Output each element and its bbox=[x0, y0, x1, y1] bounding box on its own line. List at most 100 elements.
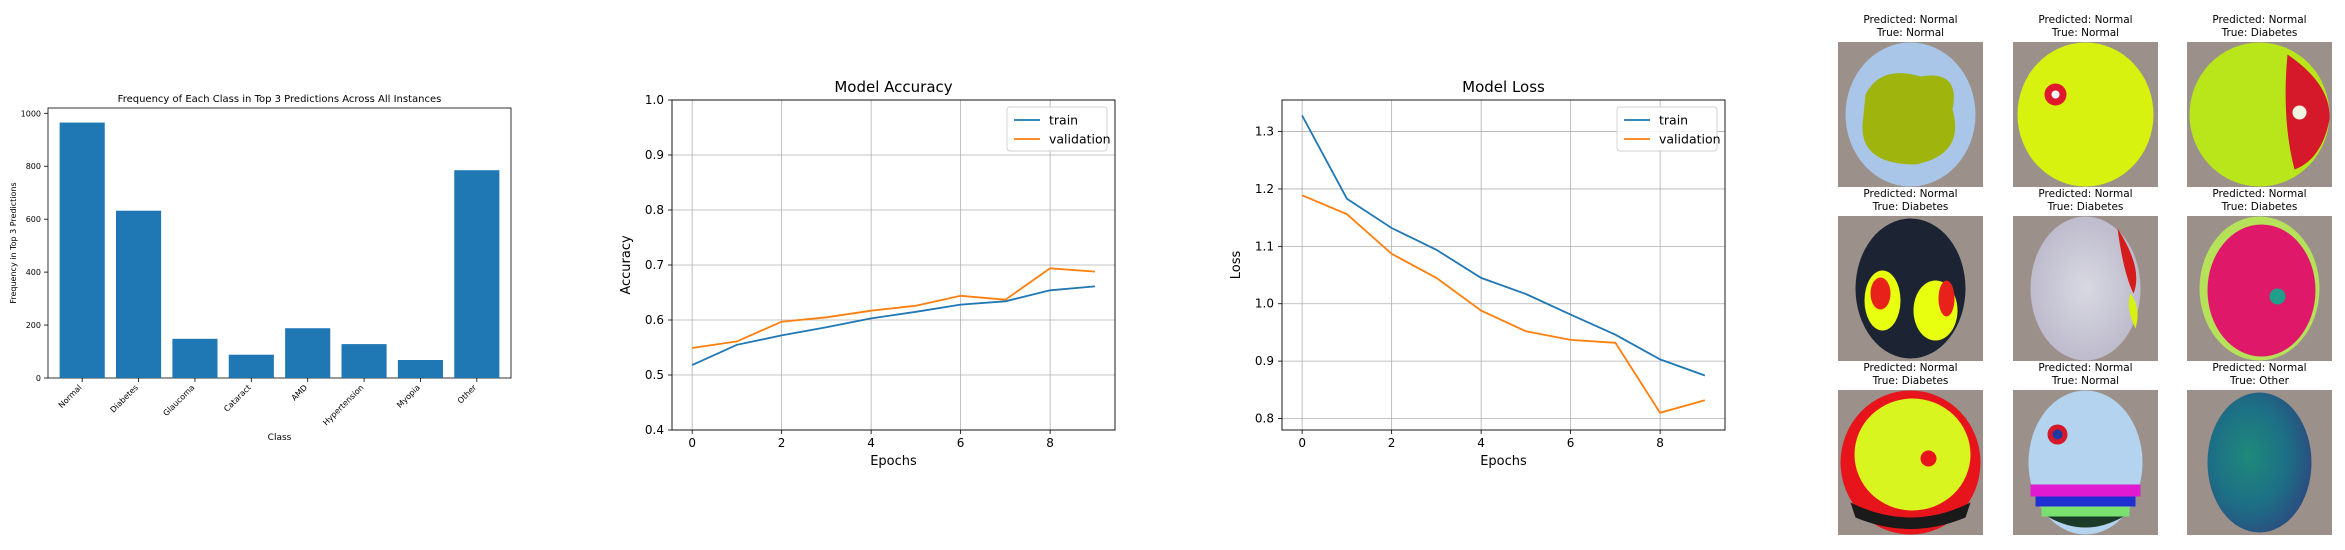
series-line-train bbox=[1301, 115, 1706, 377]
bar-chart-xlabel: Class bbox=[268, 433, 292, 443]
predicted-label: Predicted: Normal bbox=[1863, 188, 1957, 200]
fundus-image bbox=[1845, 42, 1976, 187]
legend-box bbox=[1006, 106, 1108, 152]
y-tick-label: 0.9 bbox=[645, 148, 664, 162]
y-tick-label: 200 bbox=[26, 321, 41, 330]
lesion-region bbox=[2128, 293, 2138, 329]
true-label: True: Normal bbox=[2051, 27, 2119, 39]
fundus-disc bbox=[2030, 216, 2141, 361]
plot-frame bbox=[1281, 99, 1726, 431]
bar-chart-ylabel: Frequency in Top 3 Predictions bbox=[9, 182, 18, 303]
x-tick-label: 2 bbox=[778, 436, 786, 450]
x-tick-label: 6 bbox=[957, 436, 965, 450]
fundus-image bbox=[2189, 42, 2330, 187]
predicted-label: Predicted: Normal bbox=[2038, 14, 2132, 26]
fundus-image bbox=[2017, 42, 2154, 187]
y-tick-label: 0.7 bbox=[645, 258, 664, 272]
fundus-inner bbox=[1854, 398, 1971, 511]
accuracy-chart-title: Model Accuracy bbox=[834, 78, 952, 96]
bar-chart-title: Frequency of Each Class in Top 3 Predict… bbox=[118, 94, 442, 105]
x-tick-label: Glaucoma bbox=[161, 383, 196, 418]
y-tick-label: 400 bbox=[26, 268, 41, 277]
legend: train validation bbox=[1006, 106, 1111, 152]
x-tick-label: Normal bbox=[57, 383, 84, 410]
true-label: True: Diabetes bbox=[2047, 201, 2124, 213]
x-tick-label: 6 bbox=[1567, 436, 1575, 450]
model-accuracy-chart: Model Accuracy 0 2 4 6 8 0.4 0.5 0.6 0.7 0.8 0.9 1.… bbox=[619, 78, 1116, 469]
band bbox=[2030, 484, 2141, 497]
legend-label: validation bbox=[1049, 132, 1111, 147]
y-tick-label: 0.8 bbox=[645, 203, 664, 217]
bar bbox=[59, 122, 105, 378]
legend-label: validation bbox=[1659, 132, 1721, 147]
fundus-image bbox=[2028, 390, 2143, 535]
predicted-label: Predicted: Normal bbox=[2038, 362, 2132, 374]
model-loss-chart: Model Loss 0 2 4 6 8 0.8 0.9 1.0 1.1 1.2 1.3 train v… bbox=[1229, 78, 1726, 469]
y-tick-label: 0.6 bbox=[645, 313, 664, 327]
x-tick-label: Diabetes bbox=[108, 383, 139, 414]
x-tick-label: 8 bbox=[1046, 436, 1054, 450]
series-line-train bbox=[691, 285, 1095, 366]
predicted-label: Predicted: Normal bbox=[1863, 362, 1957, 374]
band bbox=[2035, 496, 2136, 507]
x-tick-label: 0 bbox=[1298, 436, 1306, 450]
optic-disc-center bbox=[2051, 90, 2060, 99]
y-tick-label: 0.9 bbox=[1255, 354, 1274, 368]
y-tick-label: 800 bbox=[26, 162, 41, 171]
y-tick-label: 1.0 bbox=[1255, 297, 1274, 311]
y-tick-label: 0.8 bbox=[1255, 412, 1274, 426]
series-line-validation bbox=[1301, 194, 1706, 414]
y-tick-label: 0.5 bbox=[645, 368, 664, 382]
predicted-label: Predicted: Normal bbox=[2212, 362, 2306, 374]
legend-label: train bbox=[1659, 113, 1688, 128]
lesion-region bbox=[2117, 228, 2137, 294]
y-tick-label: 0.4 bbox=[645, 423, 664, 437]
predicted-label: Predicted: Normal bbox=[2212, 14, 2306, 26]
y-tick-label: 1.3 bbox=[1255, 125, 1274, 139]
legend: train validation bbox=[1616, 106, 1721, 152]
x-tick-label: Other bbox=[456, 383, 479, 406]
y-tick-label: 1.2 bbox=[1255, 182, 1274, 196]
y-tick-label: 1.1 bbox=[1255, 239, 1274, 253]
loss-chart-ylabel: Loss bbox=[1229, 251, 1244, 280]
loss-chart-xlabel: Epochs bbox=[1480, 454, 1527, 469]
predicted-label: Predicted: Normal bbox=[1863, 14, 1957, 26]
legend-box bbox=[1616, 106, 1718, 152]
lesion-region bbox=[2285, 54, 2330, 170]
class-frequency-chart: Frequency of Each Class in Top 3 Predict… bbox=[9, 94, 512, 443]
predicted-label: Predicted: Normal bbox=[2212, 188, 2306, 200]
true-label: True: Diabetes bbox=[1872, 201, 1949, 213]
bar bbox=[116, 210, 162, 378]
fundus-image bbox=[1855, 218, 1966, 359]
x-tick-label: Myopia bbox=[395, 383, 422, 410]
true-label: True: Normal bbox=[2051, 375, 2119, 387]
x-tick-label: 4 bbox=[867, 436, 875, 450]
fundus-image bbox=[2199, 216, 2320, 361]
lesion-region bbox=[1938, 280, 1955, 317]
bar bbox=[172, 338, 218, 378]
optic-disc bbox=[1920, 450, 1937, 467]
optic-disc-center bbox=[2052, 429, 2063, 440]
x-tick-label: 2 bbox=[1388, 436, 1396, 450]
optic-disc bbox=[2269, 288, 2286, 305]
loss-chart-title: Model Loss bbox=[1462, 78, 1545, 96]
bar-plot-frame bbox=[47, 107, 512, 379]
fundus-disc bbox=[2207, 392, 2312, 533]
bar bbox=[397, 360, 443, 378]
x-tick-label: 4 bbox=[1477, 436, 1485, 450]
fundus-image bbox=[2030, 216, 2141, 361]
lesion-region bbox=[1870, 277, 1891, 310]
true-label: True: Other bbox=[2229, 375, 2290, 387]
fundus-inner bbox=[2207, 224, 2316, 357]
optic-disc bbox=[2292, 105, 2307, 120]
predicted-label: Predicted: Normal bbox=[2038, 188, 2132, 200]
